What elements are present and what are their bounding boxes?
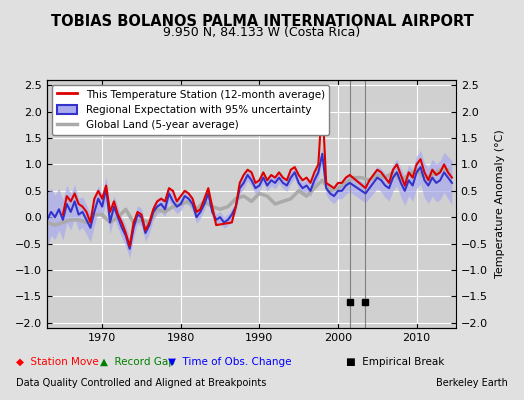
Text: ◆  Station Move: ◆ Station Move (16, 357, 99, 367)
Text: TOBIAS BOLANOS PALMA INTERNATIONAL AIRPORT: TOBIAS BOLANOS PALMA INTERNATIONAL AIRPO… (51, 14, 473, 29)
Text: ▲  Record Gap: ▲ Record Gap (100, 357, 174, 367)
Text: Berkeley Earth: Berkeley Earth (436, 378, 508, 388)
Text: ■  Empirical Break: ■ Empirical Break (346, 357, 444, 367)
Text: ▼  Time of Obs. Change: ▼ Time of Obs. Change (168, 357, 291, 367)
Text: Data Quality Controlled and Aligned at Breakpoints: Data Quality Controlled and Aligned at B… (16, 378, 266, 388)
Legend: This Temperature Station (12-month average), Regional Expectation with 95% uncer: This Temperature Station (12-month avera… (52, 85, 329, 135)
Text: 9.950 N, 84.133 W (Costa Rica): 9.950 N, 84.133 W (Costa Rica) (163, 26, 361, 39)
Y-axis label: Temperature Anomaly (°C): Temperature Anomaly (°C) (495, 130, 505, 278)
